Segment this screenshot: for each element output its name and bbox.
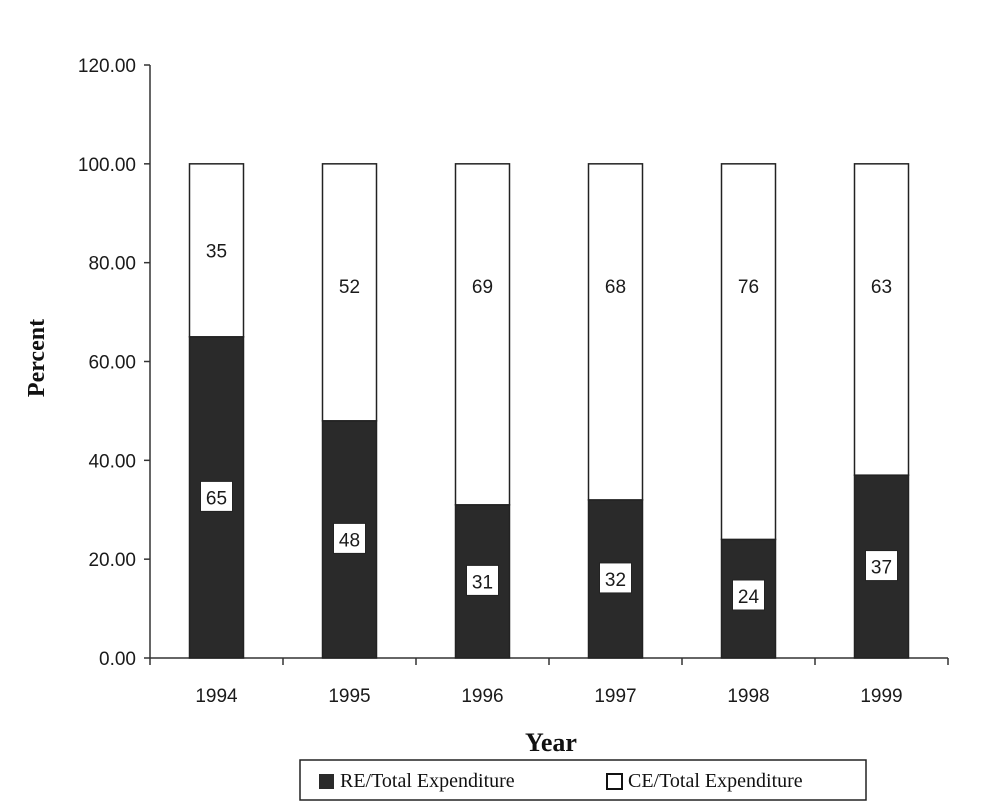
bar-segment-ce: [853, 163, 910, 476]
data-label-re: 24: [738, 587, 760, 608]
y-tick-label: 40.00: [88, 451, 136, 472]
bar-segment-ce: [587, 163, 644, 501]
y-tick-label: 120.00: [78, 56, 136, 77]
legend-box: [299, 759, 867, 801]
bars: 65 35 48 52 31 69 32 68 24 76 37 63: [188, 163, 910, 659]
y-axis-title: Percent: [24, 319, 50, 397]
x-tick-label: 1994: [195, 686, 238, 707]
bar-segment-ce: [188, 163, 245, 338]
y-tick-label: 80.00: [88, 254, 136, 275]
data-label-box: [466, 564, 499, 596]
data-label-ce: 52: [339, 277, 360, 298]
legend-swatch-re: [319, 774, 334, 789]
data-label-re: 31: [472, 572, 493, 593]
data-label-ce: 63: [871, 277, 892, 298]
legend-label-re: RE/Total Expenditure: [340, 770, 515, 792]
legend-swatch-ce: [606, 773, 623, 790]
data-label-re: 32: [605, 570, 626, 591]
x-tick-label: 1995: [328, 686, 370, 707]
bar-segment-ce: [720, 163, 777, 541]
data-label-box: [732, 579, 765, 611]
y-tick-label: 60.00: [88, 353, 136, 374]
x-tick-label: 1998: [727, 686, 769, 707]
y-tick-label: 100.00: [78, 155, 136, 176]
data-label-re: 37: [871, 558, 892, 579]
y-tick-label: 20.00: [88, 550, 136, 571]
bar-segment-ce: [454, 163, 511, 506]
data-label-ce: 68: [605, 277, 626, 298]
y-axis: 0.00 20.00 40.00 60.00 80.00 100.00 120.00: [78, 56, 151, 670]
data-label-ce: 69: [472, 277, 493, 298]
data-label-box: [599, 562, 632, 594]
data-label-box: [865, 550, 898, 582]
data-label-re: 65: [206, 488, 227, 509]
bar-segment-ce: [321, 163, 378, 422]
x-tick-label: 1996: [461, 686, 503, 707]
data-label-box: [333, 522, 366, 554]
x-tick-label: 1997: [594, 686, 636, 707]
data-label-ce: 35: [206, 241, 227, 262]
data-label-re: 48: [339, 530, 360, 551]
x-tick-label: 1999: [860, 686, 902, 707]
data-label-ce: 76: [738, 277, 759, 298]
legend: RE/Total Expenditure CE/Total Expenditur…: [299, 759, 867, 801]
x-axis-title: Year: [525, 728, 577, 757]
y-tick-label: 0.00: [99, 649, 136, 670]
x-axis: 1994 1995 1996 1997 1998 1999: [149, 657, 949, 707]
legend-label-ce: CE/Total Expenditure: [628, 770, 803, 792]
data-label-box: [200, 480, 233, 512]
